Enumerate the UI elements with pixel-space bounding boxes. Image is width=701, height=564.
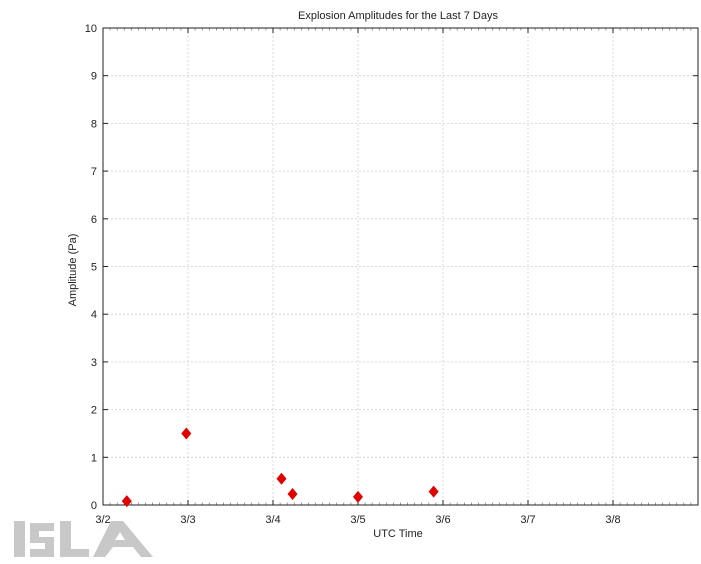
y-tick-label: 7 [91, 166, 97, 178]
x-tick-label: 3/5 [350, 514, 365, 526]
data-point-diamond [353, 490, 363, 503]
chart-title: Explosion Amplitudes for the Last 7 Days [298, 10, 498, 22]
y-tick-label: 3 [91, 357, 97, 369]
x-tick-labels: 3/2 3/3 3/4 3/5 3/6 3/7 3/8 [95, 514, 620, 526]
y-tick-label: 8 [91, 118, 97, 130]
y-tick-label: 10 [85, 23, 97, 35]
y-tick-label: 2 [91, 405, 97, 417]
data-point-diamond [287, 488, 298, 501]
data-point-diamond [121, 495, 132, 508]
x-tick-label: 3/7 [520, 514, 535, 526]
x-tick-label: 3/2 [95, 514, 110, 526]
y-tick-label: 0 [91, 500, 97, 512]
x-tick-label: 3/3 [180, 514, 195, 526]
y-axis-title: Amplitude (Pa) [67, 234, 79, 307]
x-tick-label: 3/4 [265, 514, 280, 526]
data-points [121, 427, 439, 508]
plot-area [102, 27, 699, 506]
y-tick-label: 1 [91, 452, 97, 464]
y-tick-label: 6 [91, 214, 97, 226]
data-point-diamond [428, 485, 439, 498]
x-tick-label: 3/6 [435, 514, 450, 526]
data-point-diamond [276, 472, 287, 485]
y-tick-label: 4 [91, 309, 97, 321]
y-tick-label: 5 [91, 262, 97, 274]
data-point-diamond [181, 427, 192, 440]
x-tick-label: 3/8 [605, 514, 620, 526]
grid [103, 28, 698, 505]
x-axis-title: UTC Time [373, 528, 423, 540]
y-tick-label: 9 [91, 71, 97, 83]
isla-logo [14, 521, 153, 557]
y-tick-labels: 0 1 2 3 4 5 6 7 8 9 10 [85, 23, 97, 512]
